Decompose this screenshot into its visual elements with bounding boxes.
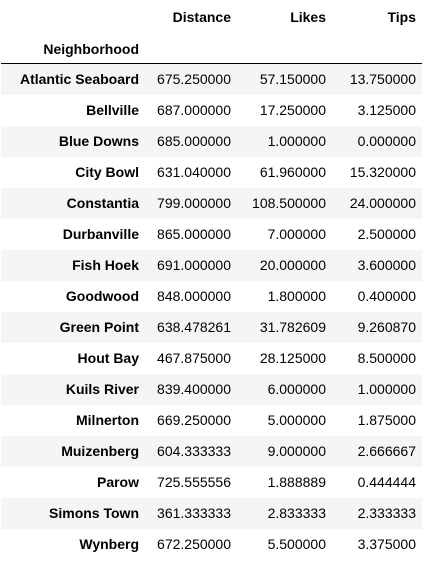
cell-likes: 1.000000: [267, 133, 326, 149]
column-header-likes: Likes: [290, 9, 326, 25]
cell-tips: 3.600000: [357, 257, 416, 273]
cell-distance: 672.250000: [157, 536, 231, 552]
row-label: Green Point: [59, 319, 139, 335]
index-header-row: Neighborhood: [1, 34, 422, 64]
cell-likes: 1.800000: [267, 288, 326, 304]
cell-distance: 467.875000: [157, 350, 231, 366]
cell-tips: 0.000000: [357, 133, 416, 149]
cell-tips: 15.320000: [349, 164, 416, 180]
row-label: Muizenberg: [61, 443, 139, 459]
table-row: Muizenberg 604.333333 9.000000 2.666667: [1, 435, 422, 467]
table-row: Kuils River 839.400000 6.000000 1.000000: [1, 373, 422, 405]
index-header-empty: [332, 34, 422, 64]
cell-tips: 1.875000: [357, 412, 416, 428]
cell-tips: 24.000000: [349, 195, 416, 211]
table-row: Milnerton 669.250000 5.000000 1.875000: [1, 405, 422, 436]
dataframe-table: Distance Likes Tips Neighborhood Atlanti…: [1, 0, 422, 560]
table-row: Goodwood 848.000000 1.800000 0.400000: [1, 281, 422, 312]
row-label: Bellville: [86, 102, 139, 118]
row-label: Kuils River: [65, 381, 139, 397]
row-label: Simons Town: [49, 505, 139, 521]
row-label: Hout Bay: [77, 350, 139, 366]
cell-tips: 13.750000: [349, 71, 416, 88]
row-label: Durbanville: [62, 226, 139, 242]
cell-distance: 691.000000: [157, 257, 231, 273]
cell-tips: 2.666667: [357, 443, 416, 459]
index-header-empty: [145, 34, 237, 64]
table-row: City Bowl 631.040000 61.960000 15.320000: [1, 157, 422, 188]
cell-likes: 57.150000: [259, 71, 326, 88]
table-row: Durbanville 865.000000 7.000000 2.500000: [1, 219, 422, 250]
row-label: Goodwood: [65, 288, 139, 304]
row-label: Fish Hoek: [72, 257, 139, 273]
table-row: Constantia 799.000000 108.500000 24.0000…: [1, 187, 422, 219]
cell-distance: 799.000000: [157, 195, 231, 211]
cell-distance: 638.478261: [157, 319, 231, 335]
table-row: Parow 725.555556 1.888889 0.444444: [1, 467, 422, 498]
cell-tips: 2.500000: [357, 226, 416, 242]
cell-tips: 0.444444: [357, 474, 416, 490]
row-label: Parow: [96, 474, 139, 490]
table-row: Blue Downs 685.000000 1.000000 0.000000: [1, 125, 422, 157]
table-body: Atlantic Seaboard 675.250000 57.150000 1…: [1, 63, 422, 560]
column-header-row: Distance Likes Tips: [1, 0, 422, 34]
cell-tips: 0.400000: [357, 288, 416, 304]
cell-tips: 1.000000: [357, 381, 416, 397]
cell-likes: 6.000000: [267, 381, 326, 397]
cell-likes: 2.833333: [267, 505, 326, 521]
cell-likes: 17.250000: [259, 102, 326, 118]
cell-distance: 687.000000: [157, 102, 231, 118]
cell-tips: 3.125000: [357, 102, 416, 118]
table-row: Wynberg 672.250000 5.500000 3.375000: [1, 529, 422, 560]
table-row: Green Point 638.478261 31.782609 9.26087…: [1, 311, 422, 343]
cell-tips: 9.260870: [357, 319, 416, 335]
cell-distance: 361.333333: [157, 505, 231, 521]
cell-distance: 675.250000: [157, 71, 231, 88]
table-row: Bellville 687.000000 17.250000 3.125000: [1, 95, 422, 126]
cell-likes: 108.500000: [252, 195, 326, 211]
cell-likes: 31.782609: [259, 319, 326, 335]
cell-distance: 669.250000: [157, 412, 231, 428]
index-name-header: Neighborhood: [43, 40, 139, 57]
header-blank: [1, 0, 145, 34]
row-label: Constantia: [66, 195, 139, 211]
cell-distance: 685.000000: [157, 133, 231, 149]
cell-likes: 28.125000: [259, 350, 326, 366]
cell-likes: 9.000000: [267, 443, 326, 459]
index-header-empty: [237, 34, 332, 64]
cell-tips: 3.375000: [357, 536, 416, 552]
cell-distance: 839.400000: [157, 381, 231, 397]
row-label: Wynberg: [79, 536, 139, 552]
column-header-tips: Tips: [387, 9, 416, 25]
cell-likes: 5.500000: [267, 536, 326, 552]
row-label: Atlantic Seaboard: [19, 71, 139, 88]
cell-distance: 865.000000: [157, 226, 231, 242]
table-header: Distance Likes Tips Neighborhood: [1, 0, 422, 64]
cell-likes: 20.000000: [259, 257, 326, 273]
cell-likes: 61.960000: [259, 164, 326, 180]
cell-distance: 848.000000: [157, 288, 231, 304]
row-label: Blue Downs: [58, 133, 139, 149]
cell-tips: 8.500000: [357, 350, 416, 366]
cell-distance: 604.333333: [157, 443, 231, 459]
table-row: Atlantic Seaboard 675.250000 57.150000 1…: [1, 63, 422, 95]
cell-distance: 725.555556: [157, 474, 231, 490]
table-row: Hout Bay 467.875000 28.125000 8.500000: [1, 343, 422, 374]
cell-tips: 2.333333: [357, 505, 416, 521]
cell-distance: 631.040000: [157, 164, 231, 180]
row-label: City Bowl: [75, 164, 139, 180]
column-header-distance: Distance: [172, 9, 231, 25]
cell-likes: 7.000000: [267, 226, 326, 242]
table-row: Fish Hoek 691.000000 20.000000 3.600000: [1, 249, 422, 281]
cell-likes: 5.000000: [267, 412, 326, 428]
row-label: Milnerton: [76, 412, 139, 428]
cell-likes: 1.888889: [267, 474, 326, 490]
table-row: Simons Town 361.333333 2.833333 2.333333: [1, 497, 422, 529]
